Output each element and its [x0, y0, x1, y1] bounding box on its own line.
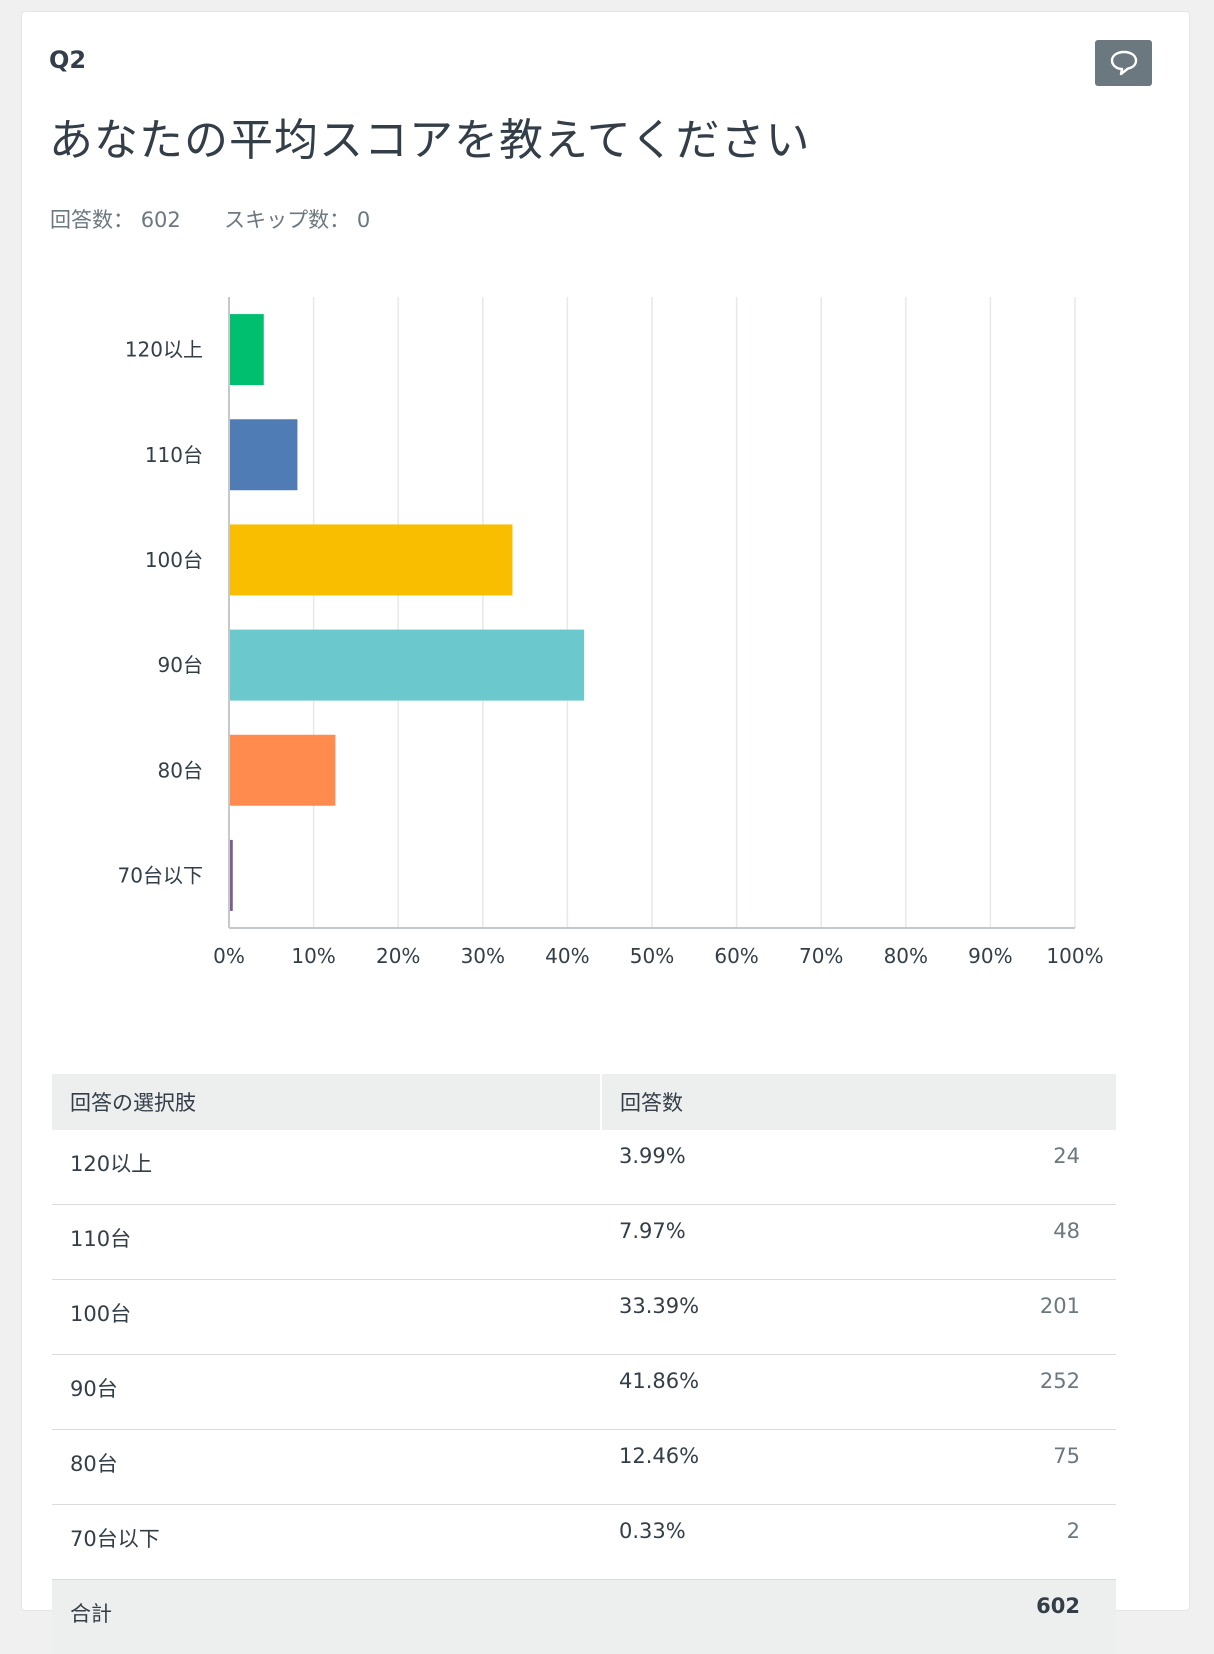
- x-tick-label: 10%: [291, 944, 335, 968]
- row-count: 75: [859, 1430, 1116, 1505]
- table-row: 90台 41.86% 252: [52, 1355, 1116, 1430]
- x-tick-label: 20%: [376, 944, 420, 968]
- bar: [230, 314, 264, 385]
- bar-chart: 0% 10% 20% 30% 40% 50% 60% 70% 80% 90% 100% 120以上 11…: [0, 0, 1214, 1000]
- row-percent: 33.39%: [601, 1280, 859, 1355]
- row-percent: 41.86%: [601, 1355, 859, 1430]
- bar: [230, 840, 233, 911]
- category-label: 110台: [145, 443, 203, 467]
- x-tick-label: 30%: [461, 944, 505, 968]
- row-label: 100台: [52, 1280, 601, 1355]
- x-tick-label: 80%: [884, 944, 928, 968]
- table-row: 80台 12.46% 75: [52, 1430, 1116, 1505]
- row-count: 201: [859, 1280, 1116, 1355]
- bar: [230, 630, 584, 701]
- row-percent: 12.46%: [601, 1430, 859, 1505]
- row-label: 80台: [52, 1430, 601, 1505]
- row-count: 252: [859, 1355, 1116, 1430]
- row-label: 110台: [52, 1205, 601, 1280]
- row-label: 120以上: [52, 1130, 601, 1205]
- category-label: 100台: [145, 548, 203, 572]
- category-label: 80台: [158, 758, 203, 782]
- header-choice: 回答の選択肢: [52, 1074, 601, 1130]
- table-header-row: 回答の選択肢 回答数: [52, 1074, 1116, 1130]
- row-count: 24: [859, 1130, 1116, 1205]
- x-tick-label: 100%: [1046, 944, 1103, 968]
- x-tick-label: 60%: [714, 944, 758, 968]
- bar: [230, 524, 512, 595]
- row-percent: 7.97%: [601, 1205, 859, 1280]
- table-total-row: 合計 602: [52, 1580, 1116, 1654]
- results-table: 回答の選択肢 回答数 120以上 3.99% 24 110台 7.97% 48 …: [52, 1074, 1116, 1654]
- bar: [230, 735, 335, 806]
- x-tick-label: 40%: [545, 944, 589, 968]
- table-row: 120以上 3.99% 24: [52, 1130, 1116, 1205]
- x-tick-label: 90%: [968, 944, 1012, 968]
- x-tick-label: 0%: [213, 944, 245, 968]
- row-count: 2: [859, 1505, 1116, 1580]
- header-count: 回答数: [601, 1074, 1116, 1130]
- row-label: 70台以下: [52, 1505, 601, 1580]
- row-percent: 0.33%: [601, 1505, 859, 1580]
- category-label: 90台: [158, 653, 203, 677]
- row-label: 90台: [52, 1355, 601, 1430]
- table-row: 110台 7.97% 48: [52, 1205, 1116, 1280]
- table-row: 100台 33.39% 201: [52, 1280, 1116, 1355]
- category-label: 70台以下: [118, 863, 203, 887]
- row-count: 48: [859, 1205, 1116, 1280]
- table-row: 70台以下 0.33% 2: [52, 1505, 1116, 1580]
- row-percent: 3.99%: [601, 1130, 859, 1205]
- bar: [230, 419, 297, 490]
- x-tick-label: 70%: [799, 944, 843, 968]
- total-label: 合計: [52, 1580, 601, 1654]
- x-tick-label: 50%: [630, 944, 674, 968]
- category-label: 120以上: [125, 338, 203, 362]
- total-value: 602: [859, 1580, 1116, 1654]
